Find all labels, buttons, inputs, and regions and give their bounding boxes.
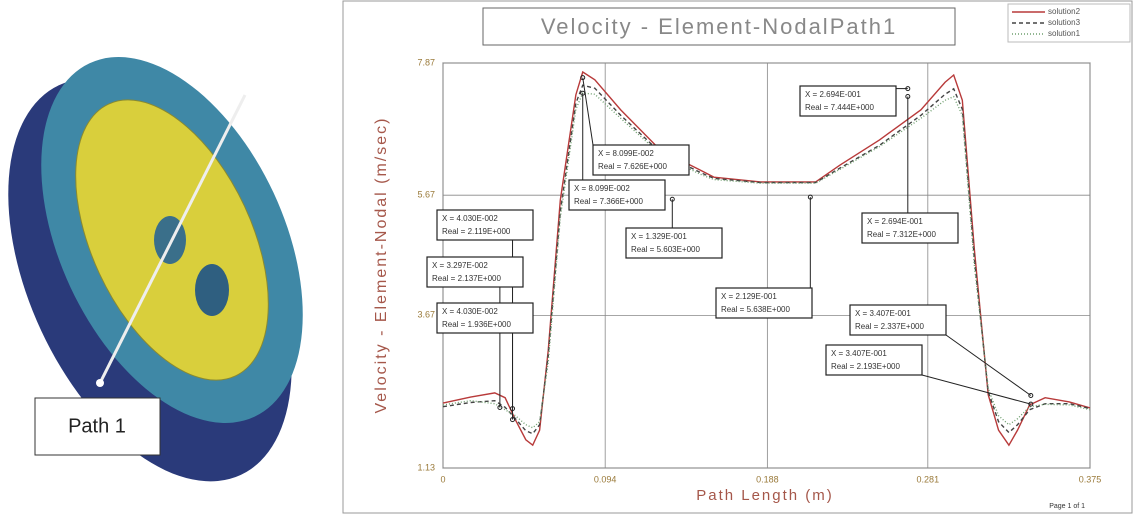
annotation-y: Real = 2.193E+000 — [831, 362, 900, 371]
chart-title: Velocity - Element-NodalPath1 — [541, 14, 897, 39]
path-label-box — [34, 397, 161, 456]
annotation-y: Real = 7.312E+000 — [867, 230, 936, 239]
x-tick-label: 0 — [440, 474, 445, 484]
annotation-y: Real = 5.638E+000 — [721, 305, 790, 314]
annotation-box — [592, 144, 690, 176]
annotation-y: Real = 1.936E+000 — [442, 320, 511, 329]
y-tick-label: 3.67 — [417, 310, 435, 320]
annotation-box — [849, 304, 947, 336]
x-tick-label: 0.188 — [756, 474, 779, 484]
series-line — [442, 70, 1091, 447]
series-line — [442, 92, 1091, 429]
annotation-x: X = 8.099E-002 — [598, 149, 654, 158]
annotation-x: X = 2.129E-001 — [721, 292, 777, 301]
annotation-point — [580, 90, 586, 96]
annotation-x: X = 2.694E-001 — [805, 90, 861, 99]
annotation-point — [905, 86, 911, 92]
annotation-box — [436, 302, 534, 334]
legend-label: solution2 — [1048, 7, 1081, 16]
annotation-box — [715, 287, 813, 319]
annotation-x: X = 4.030E-002 — [442, 214, 498, 223]
annotation-x: X = 3.407E-001 — [855, 309, 911, 318]
annotation-box — [861, 212, 959, 244]
hole — [195, 264, 229, 316]
annotation-point — [510, 417, 516, 423]
annotation-box — [436, 209, 534, 241]
title-box — [482, 7, 956, 46]
annotation-point — [905, 94, 911, 100]
page-footer: Page 1 of 1 — [1049, 503, 1085, 510]
path-label: Path 1 — [68, 415, 126, 437]
annotation-point — [669, 196, 675, 202]
annotation-box — [568, 179, 666, 211]
annotation-x: X = 2.694E-001 — [867, 217, 923, 226]
y-tick-label: 5.67 — [417, 190, 435, 200]
path-line — [98, 94, 247, 384]
y-tick-label: 1.13 — [417, 462, 435, 472]
annotation-leader — [921, 374, 1031, 405]
legend-label: solution3 — [1048, 18, 1081, 27]
annotation-point — [1028, 392, 1034, 398]
legend-label: solution1 — [1048, 29, 1081, 38]
annotation-point — [1028, 401, 1034, 407]
path-end — [96, 379, 104, 387]
annotation-x: X = 1.329E-001 — [631, 232, 687, 241]
annotation-y: Real = 5.603E+000 — [631, 245, 700, 254]
annotation-box — [625, 227, 723, 259]
annotation-y: Real = 2.137E+000 — [432, 274, 501, 283]
x-tick-label: 0.281 — [917, 474, 940, 484]
x-axis-label: Path Length (m) — [696, 487, 834, 504]
mesh-model: Path 1 — [8, 57, 303, 482]
annotation-x: X = 3.407E-001 — [831, 349, 887, 358]
annotation-y: Real = 7.626E+000 — [598, 162, 667, 171]
annotation-y: Real = 2.337E+000 — [855, 322, 924, 331]
series-line — [442, 84, 1091, 435]
annotation-y: Real = 2.119E+000 — [442, 227, 511, 236]
annotation-box — [799, 85, 897, 117]
annotation-x: X = 8.099E-002 — [574, 184, 630, 193]
y-tick-label: 7.87 — [417, 57, 435, 67]
annotation-y: Real = 7.444E+000 — [805, 103, 874, 112]
annotation-box — [825, 344, 923, 376]
annotation-x: X = 4.030E-002 — [442, 307, 498, 316]
annotation-y: Real = 7.366E+000 — [574, 197, 643, 206]
annotation-leader — [582, 77, 594, 146]
annotation-point — [807, 194, 813, 200]
x-tick-label: 0.094 — [594, 474, 617, 484]
y-axis-label: Velocity - Element-Nodal (m/sec) — [373, 117, 390, 414]
x-tick-label: 0.375 — [1079, 474, 1102, 484]
annotation-point — [497, 404, 503, 410]
annotation-box — [426, 256, 524, 288]
annotation-leader — [945, 334, 1032, 396]
annotation-x: X = 3.297E-002 — [432, 261, 488, 270]
annotation-point — [580, 75, 586, 81]
